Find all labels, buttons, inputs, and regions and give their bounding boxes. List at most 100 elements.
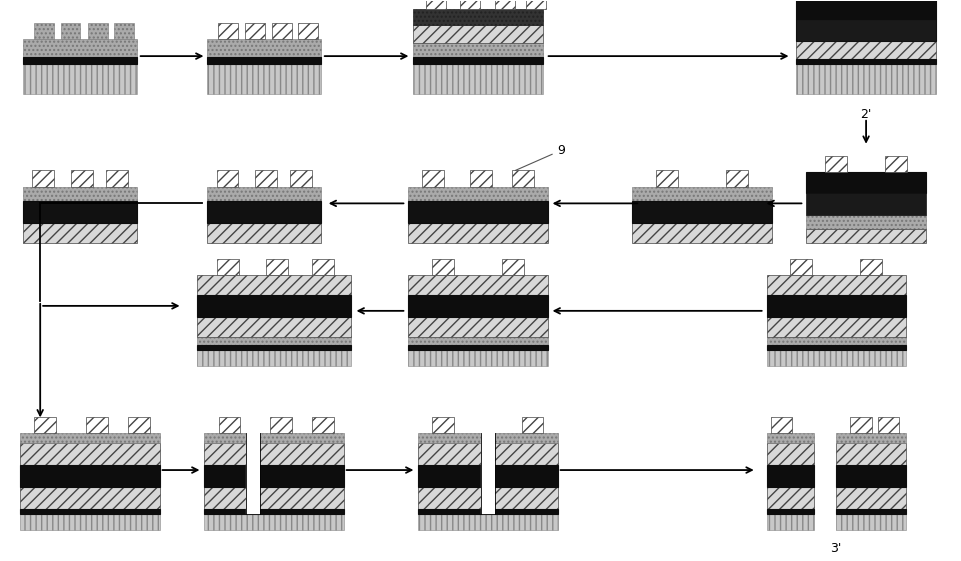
- Bar: [20, 433, 160, 443]
- Bar: [469, 169, 491, 187]
- Bar: [413, 25, 542, 43]
- Bar: [71, 169, 93, 187]
- Bar: [61, 23, 81, 39]
- Bar: [766, 514, 814, 530]
- Bar: [526, 0, 545, 10]
- Bar: [207, 223, 321, 243]
- Bar: [835, 514, 905, 530]
- Bar: [835, 465, 905, 487]
- Bar: [766, 350, 905, 366]
- Bar: [23, 57, 137, 64]
- Bar: [431, 259, 454, 275]
- Bar: [766, 443, 814, 465]
- Bar: [407, 187, 547, 201]
- Bar: [128, 417, 150, 433]
- Bar: [413, 64, 542, 94]
- Bar: [218, 417, 240, 433]
- Bar: [23, 187, 137, 201]
- Bar: [207, 201, 321, 223]
- Bar: [413, 57, 542, 64]
- Bar: [835, 443, 905, 465]
- Bar: [197, 275, 351, 295]
- Bar: [459, 0, 480, 10]
- Bar: [849, 417, 871, 433]
- Bar: [204, 465, 343, 487]
- Bar: [796, 0, 935, 19]
- Bar: [631, 201, 771, 223]
- Bar: [426, 0, 446, 10]
- Bar: [835, 487, 905, 509]
- Bar: [766, 509, 814, 514]
- Bar: [272, 23, 292, 39]
- Bar: [20, 443, 160, 465]
- Bar: [418, 514, 557, 530]
- Bar: [20, 465, 160, 487]
- Bar: [766, 344, 905, 350]
- Bar: [204, 514, 343, 530]
- Bar: [418, 487, 557, 509]
- Bar: [270, 417, 291, 433]
- Bar: [33, 169, 54, 187]
- Bar: [413, 10, 542, 25]
- Bar: [418, 433, 557, 443]
- Bar: [407, 344, 547, 350]
- Bar: [835, 433, 905, 443]
- Bar: [805, 215, 924, 229]
- Bar: [502, 259, 523, 275]
- Bar: [796, 64, 935, 94]
- Bar: [418, 465, 557, 487]
- Bar: [35, 23, 54, 39]
- Bar: [106, 169, 128, 187]
- Bar: [207, 57, 321, 64]
- Bar: [407, 337, 547, 344]
- Bar: [204, 509, 343, 514]
- Bar: [298, 23, 318, 39]
- Bar: [207, 187, 321, 201]
- Bar: [422, 169, 444, 187]
- Bar: [835, 509, 905, 514]
- Text: 3': 3': [829, 542, 841, 555]
- Bar: [197, 317, 351, 337]
- Bar: [790, 259, 811, 275]
- Bar: [805, 172, 924, 194]
- Bar: [216, 169, 238, 187]
- Bar: [246, 433, 259, 514]
- Bar: [766, 433, 814, 443]
- Bar: [521, 417, 543, 433]
- Bar: [204, 487, 343, 509]
- Bar: [266, 259, 287, 275]
- Bar: [796, 41, 935, 59]
- Bar: [204, 443, 343, 465]
- Bar: [86, 417, 108, 433]
- Bar: [480, 433, 494, 514]
- Bar: [407, 275, 547, 295]
- Bar: [35, 417, 57, 433]
- Bar: [796, 19, 935, 41]
- Bar: [876, 417, 899, 433]
- Bar: [825, 155, 847, 172]
- Bar: [770, 417, 792, 433]
- Bar: [289, 169, 311, 187]
- Bar: [197, 337, 351, 344]
- Bar: [197, 295, 351, 317]
- Bar: [23, 64, 137, 94]
- Bar: [407, 201, 547, 223]
- Bar: [407, 295, 547, 317]
- Bar: [218, 23, 238, 39]
- Bar: [23, 201, 137, 223]
- Bar: [884, 155, 906, 172]
- Bar: [407, 350, 547, 366]
- Bar: [418, 509, 557, 514]
- Bar: [20, 509, 160, 514]
- Bar: [20, 487, 160, 509]
- Bar: [494, 0, 514, 10]
- Bar: [511, 169, 533, 187]
- Bar: [87, 23, 108, 39]
- Bar: [204, 433, 343, 443]
- Bar: [655, 169, 678, 187]
- Bar: [197, 350, 351, 366]
- Bar: [216, 259, 238, 275]
- Bar: [114, 23, 135, 39]
- Bar: [631, 223, 771, 243]
- Bar: [631, 187, 771, 201]
